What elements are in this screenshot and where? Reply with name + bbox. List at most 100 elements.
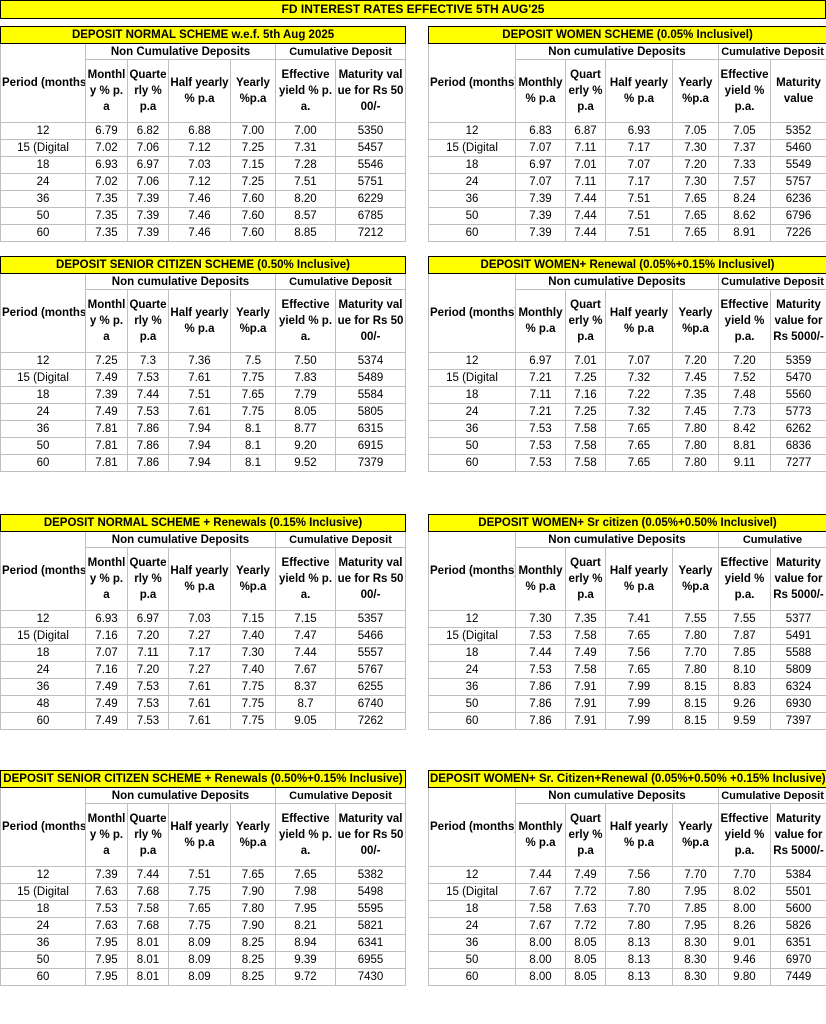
column-header: Maturity value for Rs 5000/- bbox=[769, 803, 826, 867]
cell: 7.53 bbox=[127, 695, 169, 713]
cell: 7.16 bbox=[85, 661, 128, 679]
cell: 7.70 bbox=[672, 644, 719, 662]
cell: 8.00 bbox=[515, 934, 566, 952]
cell: 7.11 bbox=[127, 644, 169, 662]
data-row: 50 7.39 7.44 7.51 7.65 8.62 6796 bbox=[428, 207, 826, 225]
cell: 5384 bbox=[769, 866, 826, 884]
column-header: Effective yield % p.a. bbox=[275, 59, 336, 123]
cell: 5549 bbox=[769, 156, 826, 174]
cell: 7.99 bbox=[605, 678, 673, 696]
cell: 7.46 bbox=[168, 190, 231, 208]
data-row: 36 7.81 7.86 7.94 8.1 8.77 6315 bbox=[0, 420, 406, 438]
cell: 18 bbox=[0, 156, 86, 174]
cell: 7.61 bbox=[168, 695, 231, 713]
cell: 7.11 bbox=[565, 139, 606, 157]
column-header: Yearly %p.a bbox=[230, 803, 276, 867]
cell: 7.47 bbox=[275, 627, 336, 645]
cell: 7.65 bbox=[230, 386, 276, 404]
cell: 7.86 bbox=[515, 712, 566, 730]
cell: 7.53 bbox=[127, 678, 169, 696]
cell: 7.53 bbox=[127, 712, 169, 730]
cell: 7.33 bbox=[718, 156, 771, 174]
cell: 5357 bbox=[334, 610, 407, 628]
cell: 12 bbox=[428, 122, 516, 140]
title-row: DEPOSIT NORMAL SCHEME w.e.f. 5th Aug 202… bbox=[0, 26, 407, 44]
cell: 7.65 bbox=[605, 420, 673, 438]
cell: 6.97 bbox=[515, 352, 566, 370]
group-header: Non cumulative Deposits bbox=[85, 531, 276, 548]
cell: 7.28 bbox=[275, 156, 336, 174]
cell: 5352 bbox=[769, 122, 826, 140]
cell: 24 bbox=[0, 173, 86, 191]
column-header: Period (months) bbox=[428, 531, 516, 611]
cell: 15 (Digital bbox=[0, 139, 86, 157]
cell: 7.35 bbox=[85, 190, 128, 208]
cell: 7.53 bbox=[85, 900, 128, 918]
cell: 7.68 bbox=[127, 917, 169, 935]
column-header: Maturity value for Rs 5000/- bbox=[335, 289, 406, 353]
rate-table: DEPOSIT WOMEN+ Renewal (0.05%+0.15% Incl… bbox=[427, 256, 826, 472]
cell: 8.13 bbox=[605, 951, 673, 969]
cell: 6.79 bbox=[85, 122, 128, 140]
column-header: Period (months) bbox=[0, 43, 86, 123]
cell: 7.53 bbox=[515, 661, 566, 679]
cell: 7.37 bbox=[718, 139, 771, 157]
cell: 36 bbox=[428, 934, 516, 952]
group-row: Period (months) Non cumulative Deposits Cu… bbox=[428, 43, 826, 123]
data-row: 12 7.39 7.44 7.51 7.65 7.65 5382 bbox=[0, 866, 407, 884]
cell: 7.27 bbox=[168, 627, 231, 645]
cell: 7.75 bbox=[230, 678, 276, 696]
cell: 7430 bbox=[334, 968, 407, 986]
cell: 8.15 bbox=[672, 712, 719, 730]
cell: 7.16 bbox=[565, 386, 606, 404]
cell: 5600 bbox=[769, 900, 826, 918]
cell: 7.72 bbox=[565, 883, 606, 901]
cell: 8.85 bbox=[275, 224, 336, 242]
group-header: Non cumulative Deposits bbox=[515, 273, 719, 290]
data-row: 12 7.30 7.35 7.41 7.55 7.55 5377 bbox=[428, 610, 826, 628]
column-header: Yearly %p.a bbox=[672, 803, 719, 867]
data-row: 15 (Digital 7.67 7.72 7.80 7.95 8.02 5501 bbox=[428, 883, 826, 901]
cell: 8.57 bbox=[275, 207, 336, 225]
data-row: 18 6.97 7.01 7.07 7.20 7.33 5549 bbox=[428, 156, 826, 174]
data-row: 36 7.95 8.01 8.09 8.25 8.94 6341 bbox=[0, 934, 407, 952]
cell: 6915 bbox=[335, 437, 406, 455]
cell: 50 bbox=[428, 951, 516, 969]
cell: 7.39 bbox=[515, 207, 566, 225]
cell: 12 bbox=[428, 352, 516, 370]
cell: 7.99 bbox=[605, 695, 673, 713]
cell: 8.00 bbox=[515, 951, 566, 969]
group-header: Non cumulative Deposits bbox=[85, 787, 276, 804]
cell: 9.11 bbox=[718, 454, 771, 472]
cell: 7.39 bbox=[127, 190, 169, 208]
cell: 7.67 bbox=[275, 661, 336, 679]
column-header: Half yearly % p.a bbox=[168, 803, 231, 867]
cell: 8.7 bbox=[275, 695, 336, 713]
cell: 5767 bbox=[334, 661, 407, 679]
cell: 18 bbox=[428, 386, 516, 404]
cell: 18 bbox=[0, 644, 86, 662]
cell: 6255 bbox=[334, 678, 407, 696]
cell: 5805 bbox=[335, 403, 406, 421]
cell: 6.97 bbox=[127, 610, 169, 628]
cell: 7.58 bbox=[565, 661, 606, 679]
cell: 8.09 bbox=[168, 934, 231, 952]
group-header: Non cumulative Deposits bbox=[515, 43, 719, 60]
cell: 7.20 bbox=[127, 661, 169, 679]
cell: 6236 bbox=[769, 190, 826, 208]
data-row: 48 7.49 7.53 7.61 7.75 8.7 6740 bbox=[0, 695, 407, 713]
data-row: 12 6.79 6.82 6.88 7.00 7.00 5350 bbox=[0, 122, 407, 140]
cell: 50 bbox=[428, 695, 516, 713]
cell: 7.25 bbox=[565, 369, 606, 387]
cell: 9.59 bbox=[718, 712, 771, 730]
cell: 8.13 bbox=[605, 968, 673, 986]
cell: 24 bbox=[428, 661, 516, 679]
cell: 5821 bbox=[334, 917, 407, 935]
data-row: 60 7.86 7.91 7.99 8.15 9.59 7397 bbox=[428, 712, 826, 730]
cell: 7.65 bbox=[230, 866, 276, 884]
cell: 7.86 bbox=[127, 454, 169, 472]
cell: 7.35 bbox=[85, 207, 128, 225]
column-header: Monthly % p.a bbox=[515, 289, 566, 353]
cell: 7.73 bbox=[718, 403, 771, 421]
cell: 7.94 bbox=[168, 454, 231, 472]
